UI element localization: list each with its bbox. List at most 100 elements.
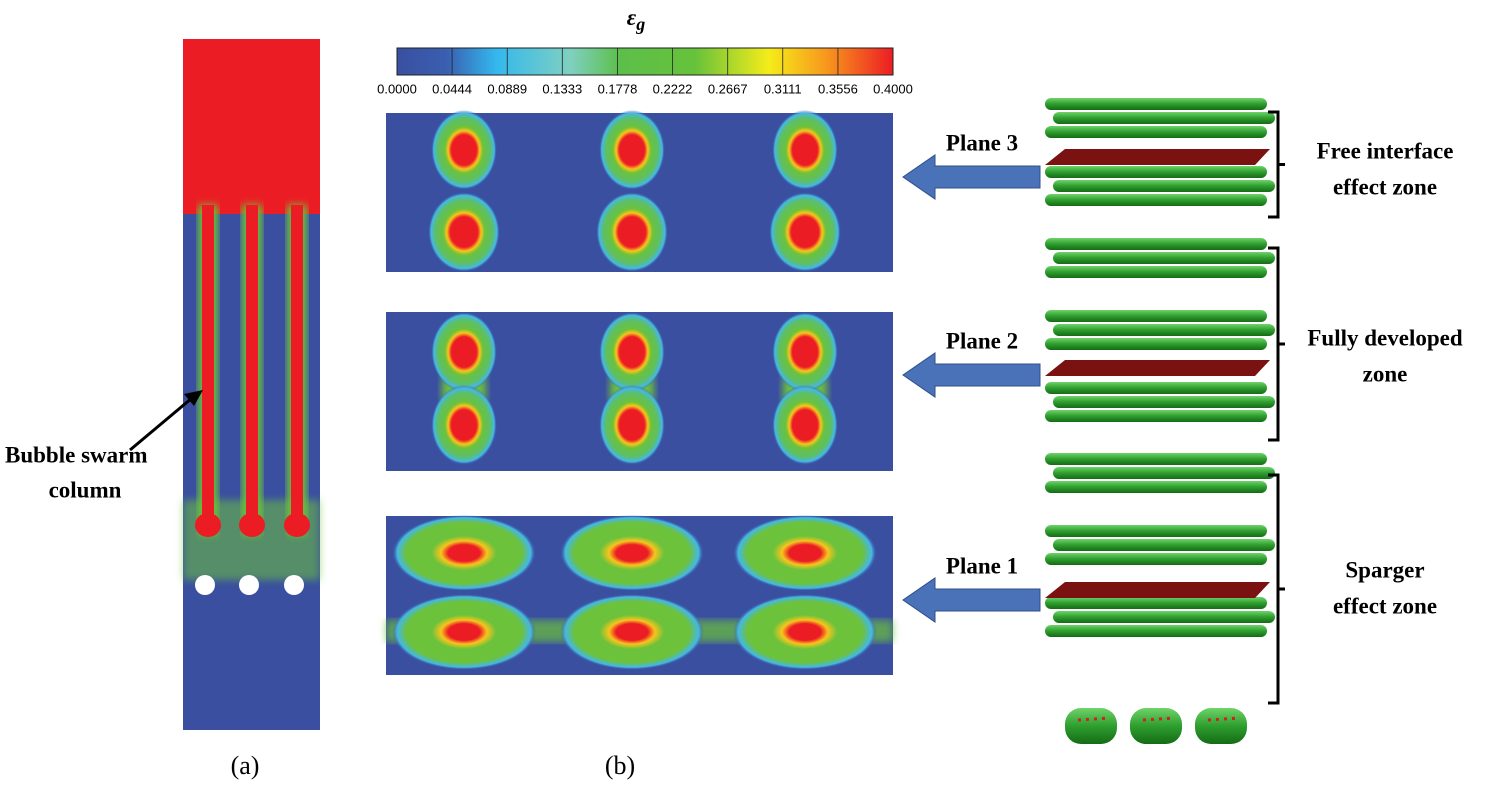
tick-label: 0.2667 bbox=[708, 81, 748, 96]
plane-arrow bbox=[902, 154, 1041, 200]
rod bbox=[1053, 180, 1275, 192]
plume bbox=[202, 205, 214, 525]
rod bbox=[1045, 98, 1267, 110]
rod bbox=[1045, 481, 1267, 493]
bracket bbox=[1268, 110, 1285, 219]
tick-label: 0.0889 bbox=[487, 81, 527, 96]
rod bbox=[1053, 396, 1275, 408]
rod bbox=[1045, 625, 1267, 637]
rod bbox=[1053, 539, 1275, 551]
rod bbox=[1045, 525, 1267, 537]
plume-base bbox=[195, 513, 221, 537]
plane-label: Plane 1 bbox=[946, 553, 1018, 578]
plume-base bbox=[284, 513, 310, 537]
bracket bbox=[1268, 473, 1285, 705]
holes bbox=[1142, 716, 1176, 722]
plane-view bbox=[386, 515, 893, 675]
rod bbox=[1045, 553, 1267, 565]
rod bbox=[1053, 252, 1275, 264]
plane-label: Plane 3 bbox=[946, 130, 1018, 155]
rod bbox=[1045, 194, 1267, 206]
blob bbox=[560, 594, 704, 670]
blob bbox=[733, 594, 877, 670]
rod bbox=[1053, 467, 1275, 479]
blob bbox=[772, 110, 838, 190]
rod bbox=[1045, 410, 1267, 422]
blob bbox=[560, 515, 704, 591]
tick-label: 0.2222 bbox=[653, 81, 693, 96]
sparger bbox=[195, 575, 215, 595]
annotation-arrowhead bbox=[184, 390, 203, 406]
blob bbox=[428, 192, 500, 272]
rod bbox=[1045, 382, 1267, 394]
blob bbox=[769, 192, 841, 272]
annotation: Bubble swarm bbox=[5, 442, 148, 467]
rod bbox=[1053, 112, 1275, 124]
rod bbox=[1045, 238, 1267, 250]
panel-label: (b) bbox=[605, 751, 635, 780]
rod bbox=[1045, 310, 1267, 322]
sparger-pipe bbox=[1195, 708, 1247, 744]
plane-label: Plane 2 bbox=[946, 328, 1018, 353]
subscript: g bbox=[635, 14, 645, 34]
sparger-pipe bbox=[1130, 708, 1182, 744]
blob bbox=[431, 385, 497, 465]
tick-label: 0.4000 bbox=[873, 81, 913, 96]
tick-label: 0.3111 bbox=[764, 81, 802, 96]
tick-label: 0.1333 bbox=[542, 81, 582, 96]
annotation-arrow bbox=[129, 396, 193, 452]
blob bbox=[599, 312, 665, 392]
blob bbox=[772, 385, 838, 465]
blob bbox=[599, 110, 665, 190]
plane-view bbox=[386, 312, 893, 471]
colorbar bbox=[396, 47, 894, 76]
blob bbox=[772, 312, 838, 392]
tick-label: 0.1778 bbox=[598, 81, 638, 96]
rod bbox=[1053, 324, 1275, 336]
zone-label: Fully developed bbox=[1307, 325, 1462, 350]
annotation: column bbox=[49, 477, 122, 502]
rod bbox=[1045, 597, 1267, 609]
plane-plate bbox=[1045, 582, 1270, 598]
panel-label: (a) bbox=[231, 751, 260, 780]
sparger bbox=[284, 575, 304, 595]
plane-plate bbox=[1045, 360, 1270, 376]
free-gas bbox=[183, 39, 320, 214]
blob bbox=[596, 192, 668, 272]
plume bbox=[246, 205, 258, 525]
sparger bbox=[239, 575, 259, 595]
plane-view bbox=[386, 110, 893, 272]
rod bbox=[1045, 126, 1267, 138]
tick-label: 0.0444 bbox=[432, 81, 472, 96]
blob bbox=[733, 515, 877, 591]
rod bbox=[1053, 611, 1275, 623]
blob bbox=[431, 110, 497, 190]
holes bbox=[1077, 716, 1111, 722]
rod bbox=[1045, 166, 1267, 178]
tick-label: 0.0000 bbox=[377, 81, 417, 96]
blob bbox=[431, 312, 497, 392]
zone-label: zone bbox=[1363, 361, 1408, 386]
zone-label: Sparger bbox=[1345, 557, 1424, 582]
plane-arrow bbox=[902, 577, 1041, 623]
blob bbox=[599, 385, 665, 465]
rod bbox=[1045, 338, 1267, 350]
bracket bbox=[1268, 246, 1285, 442]
zone-label: effect zone bbox=[1333, 174, 1437, 199]
zone-label: effect zone bbox=[1333, 593, 1437, 618]
plane-arrow bbox=[902, 352, 1041, 398]
plane-plate bbox=[1045, 149, 1270, 165]
tick-label: 0.3556 bbox=[818, 81, 858, 96]
plume bbox=[291, 205, 303, 525]
colorbar-title: εg bbox=[627, 5, 645, 34]
zone-label: Free interface bbox=[1317, 138, 1454, 163]
blob bbox=[392, 594, 536, 670]
rod bbox=[1045, 266, 1267, 278]
blob bbox=[392, 515, 536, 591]
holes bbox=[1207, 716, 1241, 722]
plume-base bbox=[239, 513, 265, 537]
symbol: ε bbox=[627, 5, 637, 30]
